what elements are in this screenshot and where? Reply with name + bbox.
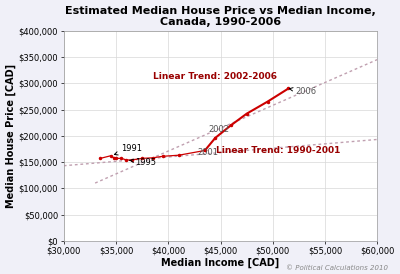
- Text: 1991: 1991: [114, 144, 142, 155]
- Text: Linear Trend: 2002-2006: Linear Trend: 2002-2006: [153, 72, 277, 81]
- Text: © Political Calculations 2010: © Political Calculations 2010: [286, 265, 388, 271]
- Title: Estimated Median House Price vs Median Income,
Canada, 1990-2006: Estimated Median House Price vs Median I…: [65, 5, 376, 27]
- Text: Linear Trend: 1990-2001: Linear Trend: 1990-2001: [216, 145, 340, 155]
- Text: 2001: 2001: [198, 148, 218, 157]
- Text: 2006: 2006: [290, 87, 317, 96]
- Text: 2002: 2002: [208, 125, 229, 134]
- Text: 1995: 1995: [129, 158, 156, 167]
- X-axis label: Median Income [CAD]: Median Income [CAD]: [161, 258, 280, 269]
- Y-axis label: Median House Price [CAD]: Median House Price [CAD]: [6, 64, 16, 208]
